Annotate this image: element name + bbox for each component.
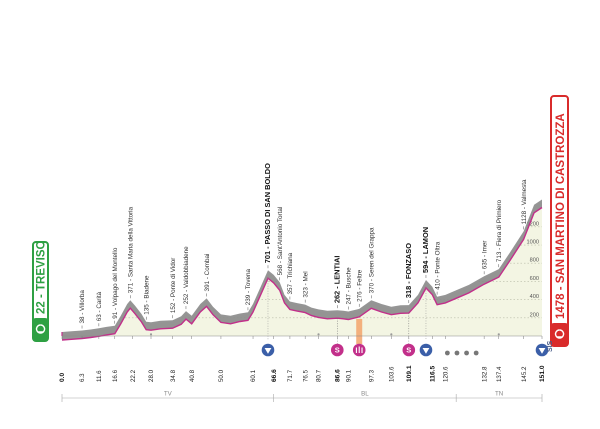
km-tick-label: 86.6	[334, 369, 341, 382]
place-label: 594 - LAMON	[421, 227, 430, 273]
start-label: 22 - TREVISO	[36, 240, 48, 314]
fork-icon	[355, 346, 363, 353]
ridge-line	[61, 206, 543, 341]
place-label: 152 - Ponte di Vidor	[170, 258, 177, 314]
altitude-tick-label: 200	[530, 312, 539, 318]
place-label: 239 - Tovena	[245, 268, 252, 305]
km-tick-label: 6.3	[79, 373, 86, 382]
technical-dot	[464, 350, 469, 356]
km-tick-label: 34.8	[170, 369, 177, 382]
km-tick-label: 76.5	[302, 369, 309, 382]
place-label: 391 - Combai	[204, 254, 211, 292]
km-tick-label: 103.6	[389, 366, 396, 382]
altitude-tick-label: 400	[530, 294, 539, 300]
km-tick-label: 50.0	[218, 369, 225, 382]
place-label: 371 - Santa Maria della Vittoria	[128, 206, 135, 293]
feed-zone-bar	[356, 318, 363, 344]
finish-label: 1478 - SAN MARTINO DI CASTROZZA	[555, 113, 567, 319]
km-tick-label: 151.0	[539, 365, 546, 382]
place-label: 276 - Feltre	[356, 269, 363, 302]
profile-area	[62, 201, 542, 336]
province-label: TN	[495, 391, 503, 398]
km-tick-label: 40.8	[189, 369, 196, 382]
finish-badge	[550, 323, 569, 347]
gpm-chevron-icon	[422, 348, 430, 354]
sprint-label: S	[335, 346, 340, 355]
place-label: 323 - Mel	[302, 271, 309, 297]
place-label: 568 - Sant'Antonio Tortal	[277, 207, 284, 276]
province-band: TV BL TN	[61, 391, 543, 402]
sponsor-mark: SIS	[547, 340, 554, 352]
altitude-tick-label: 1200	[527, 221, 539, 227]
finish-banner: 1478 - SAN MARTINO DI CASTROZZA	[550, 95, 569, 347]
km-tick-label: 60.1	[250, 369, 257, 382]
altitude-tick-label: 800	[530, 258, 539, 264]
start-banner: 22 - TREVISO	[32, 240, 49, 342]
km-tick-label: 22.2	[130, 369, 137, 382]
km-tick-label: 66.6	[271, 369, 278, 382]
finish-flag-icon	[554, 329, 565, 339]
technical-dot	[473, 350, 479, 356]
place-label: 247 - Busche	[346, 267, 353, 305]
km-tick-label: 97.3	[368, 369, 375, 382]
km-tick-label: 80.7	[316, 369, 323, 382]
technical-dot	[454, 350, 460, 356]
km-tick-label: 71.7	[287, 369, 294, 382]
km-dot	[390, 333, 393, 336]
province-label: BL	[361, 391, 369, 398]
km-tick-label: 16.6	[112, 369, 119, 382]
place-label: 252 - Valdobbiadene	[183, 246, 190, 304]
altitude-tick-label: 600	[530, 276, 539, 282]
place-label: 262 - LENTIAI	[332, 256, 341, 304]
km-dot	[149, 333, 153, 336]
km-tick-label: 132.8	[481, 366, 488, 382]
technical-dot	[444, 350, 450, 356]
place-label: 91 - Volpago del Montello	[112, 247, 119, 319]
km-axis: 0.0 6.3 11.6 16.6 22.2 28.0 34.8 40.8 50.0 60.1 66…	[59, 333, 546, 382]
start-flag-icon	[35, 324, 46, 334]
place-label: 713 - Fiera di Primiero	[496, 199, 503, 262]
km-tick-label: 28.0	[148, 369, 155, 382]
province-label: TV	[164, 391, 173, 398]
place-label: 410 - Ponte Oltra	[434, 241, 441, 289]
place-label: 1128 - Valmesta	[521, 179, 528, 224]
altitude-tick-label: 1000	[527, 240, 539, 246]
profile-fill-area	[62, 201, 542, 336]
km-tick-label: 11.6	[96, 370, 103, 382]
gpm-chevron-icon	[538, 348, 546, 354]
place-label: 318 - FONZASO	[404, 243, 413, 298]
sprint-marker	[402, 343, 416, 357]
place-label: 701 - PASSO DI SAN BOLDO	[263, 163, 272, 263]
place-label: 38 - Villorba	[79, 290, 86, 324]
km-tick-label: 120.6	[443, 366, 450, 382]
km-tick-label: 145.2	[521, 366, 528, 382]
sponsor-text: SIS	[547, 340, 554, 352]
start-badge	[32, 318, 49, 342]
km-tick-label: 90.1	[346, 369, 353, 382]
place-labels: 38 - Villorba 63 - Carità 91 - Volpago del…	[79, 163, 528, 324]
sprint-label: S	[406, 346, 411, 355]
profile-ridge	[61, 199, 543, 341]
place-label: 357 - Trichiana	[287, 252, 294, 294]
place-label: 135 - Biadene	[143, 275, 150, 315]
place-label: 63 - Carità	[96, 291, 103, 321]
km-dot	[497, 333, 500, 336]
km-tick-label: 0.0	[59, 373, 66, 382]
km-tick-label: 116.5	[430, 366, 437, 382]
gpm-chevron-icon	[264, 348, 272, 354]
km-tick-label: 109.1	[406, 365, 413, 382]
place-label: 370 - Seren del Grappa	[368, 227, 375, 293]
km-dot	[317, 333, 320, 336]
sprint-marker	[330, 343, 344, 357]
km-tick-label: 137.4	[496, 366, 503, 382]
place-label: 635 - Imer	[481, 241, 488, 270]
